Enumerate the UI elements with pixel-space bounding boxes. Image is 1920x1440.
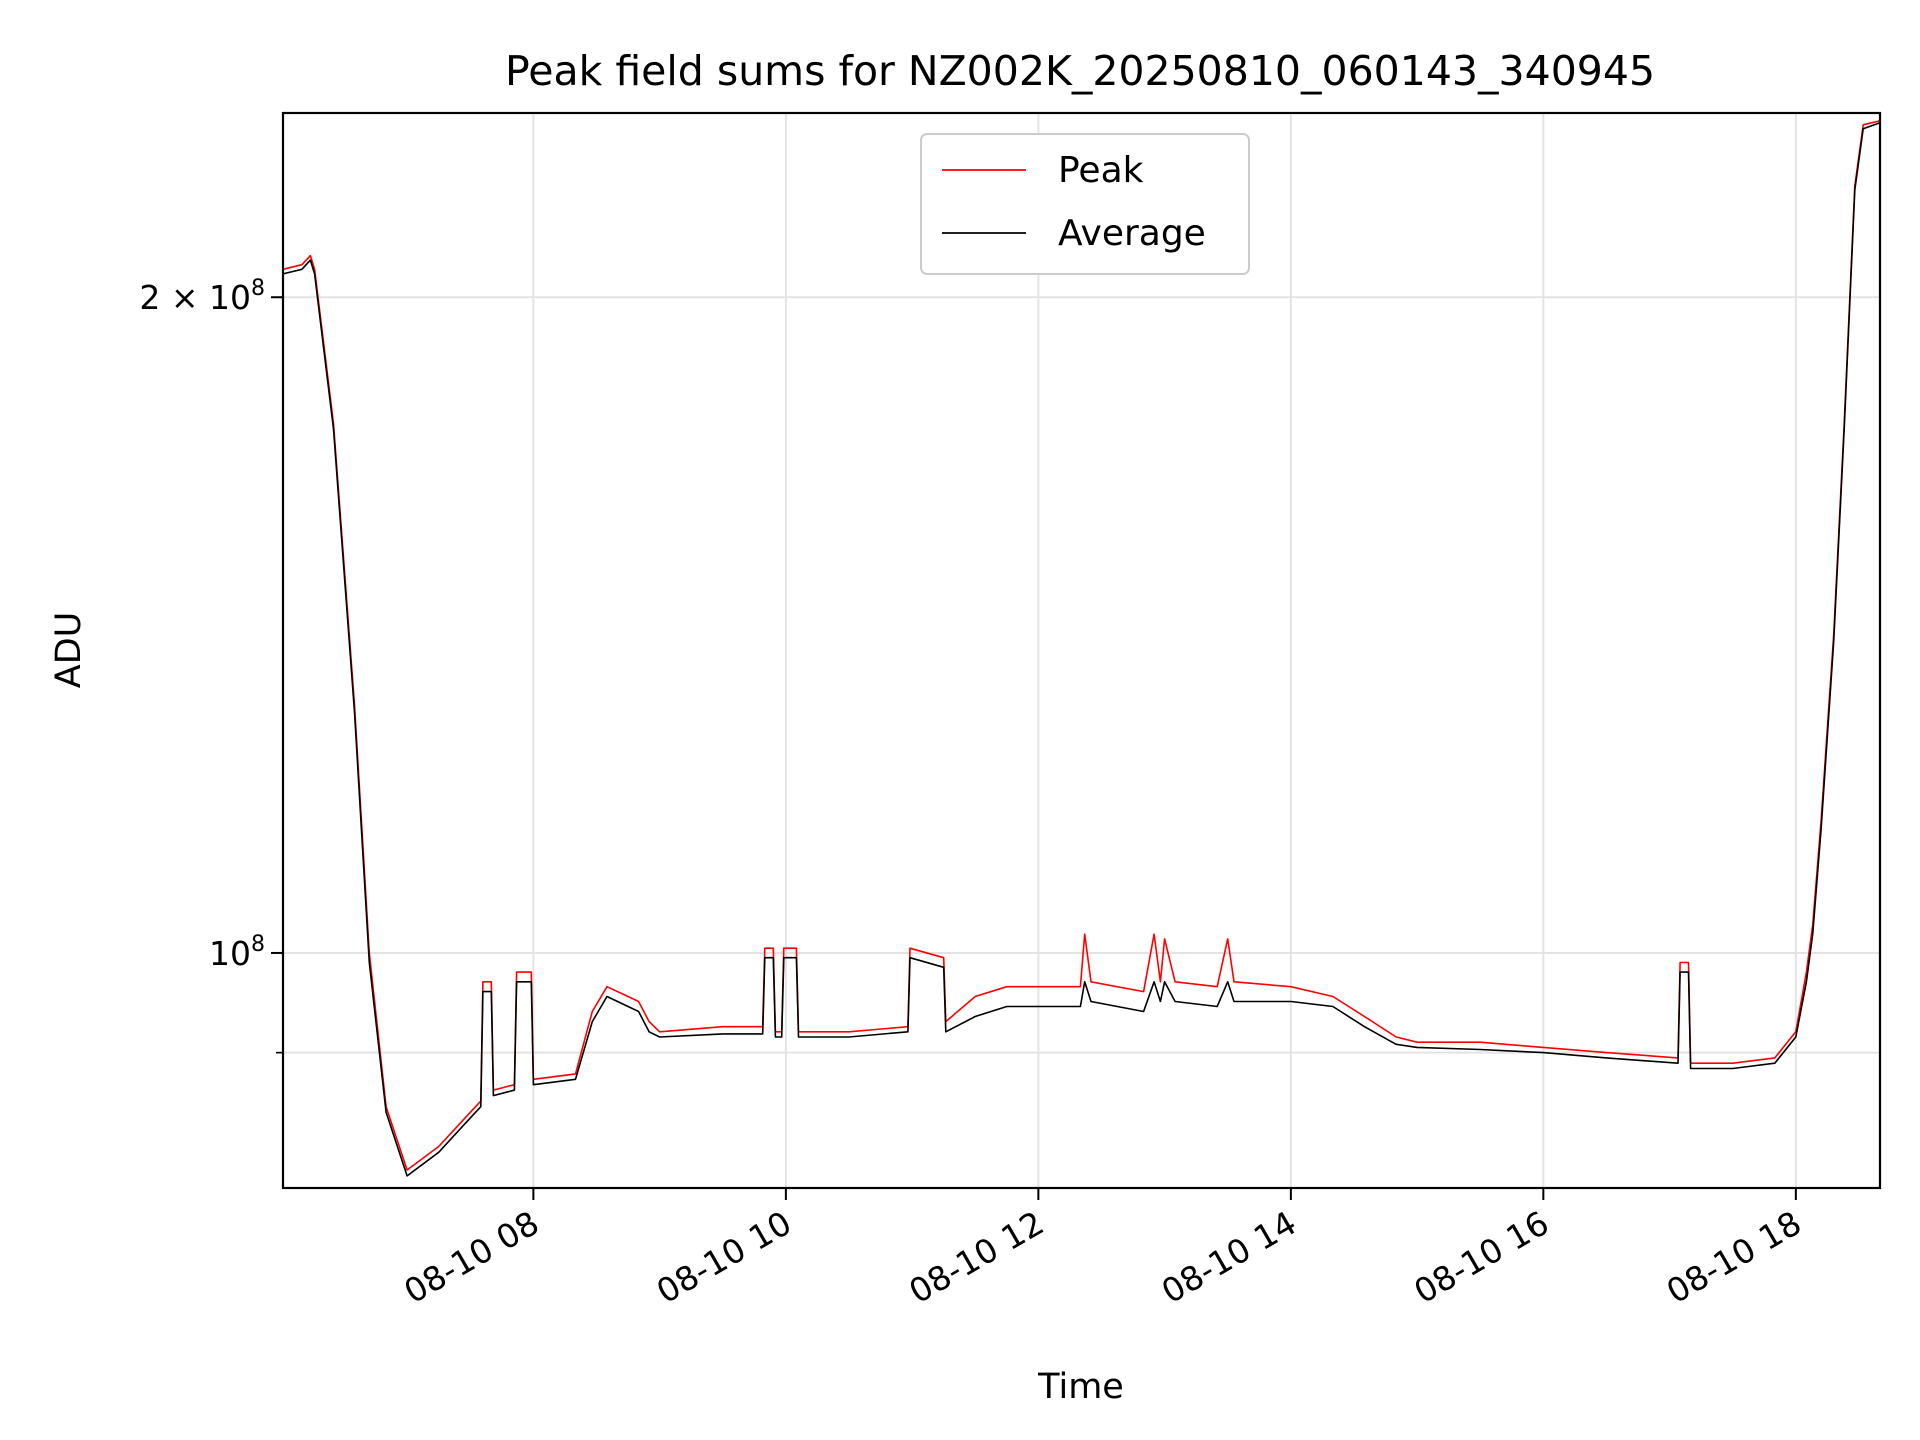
series-layer xyxy=(282,120,1881,1177)
y-tick-label: 2 × 108 xyxy=(139,276,265,317)
legend-label-peak: Peak xyxy=(1058,150,1144,191)
legend-label-average: Average xyxy=(1058,213,1206,254)
legend-box xyxy=(920,133,1250,275)
y-axis-label: ADU xyxy=(49,612,89,689)
plot-frame xyxy=(281,111,1882,1190)
y-axis: 108 2 × 108 xyxy=(139,276,283,1054)
chart-title: Peak field sums for NZ002K_20250810_0601… xyxy=(505,47,1655,95)
y-tick-label: 108 xyxy=(209,932,265,973)
series-line-average xyxy=(282,122,1881,1177)
x-axis-label: Time xyxy=(1037,1367,1124,1407)
series-line-peak xyxy=(282,120,1881,1171)
legend: Peak Average xyxy=(920,133,1250,275)
